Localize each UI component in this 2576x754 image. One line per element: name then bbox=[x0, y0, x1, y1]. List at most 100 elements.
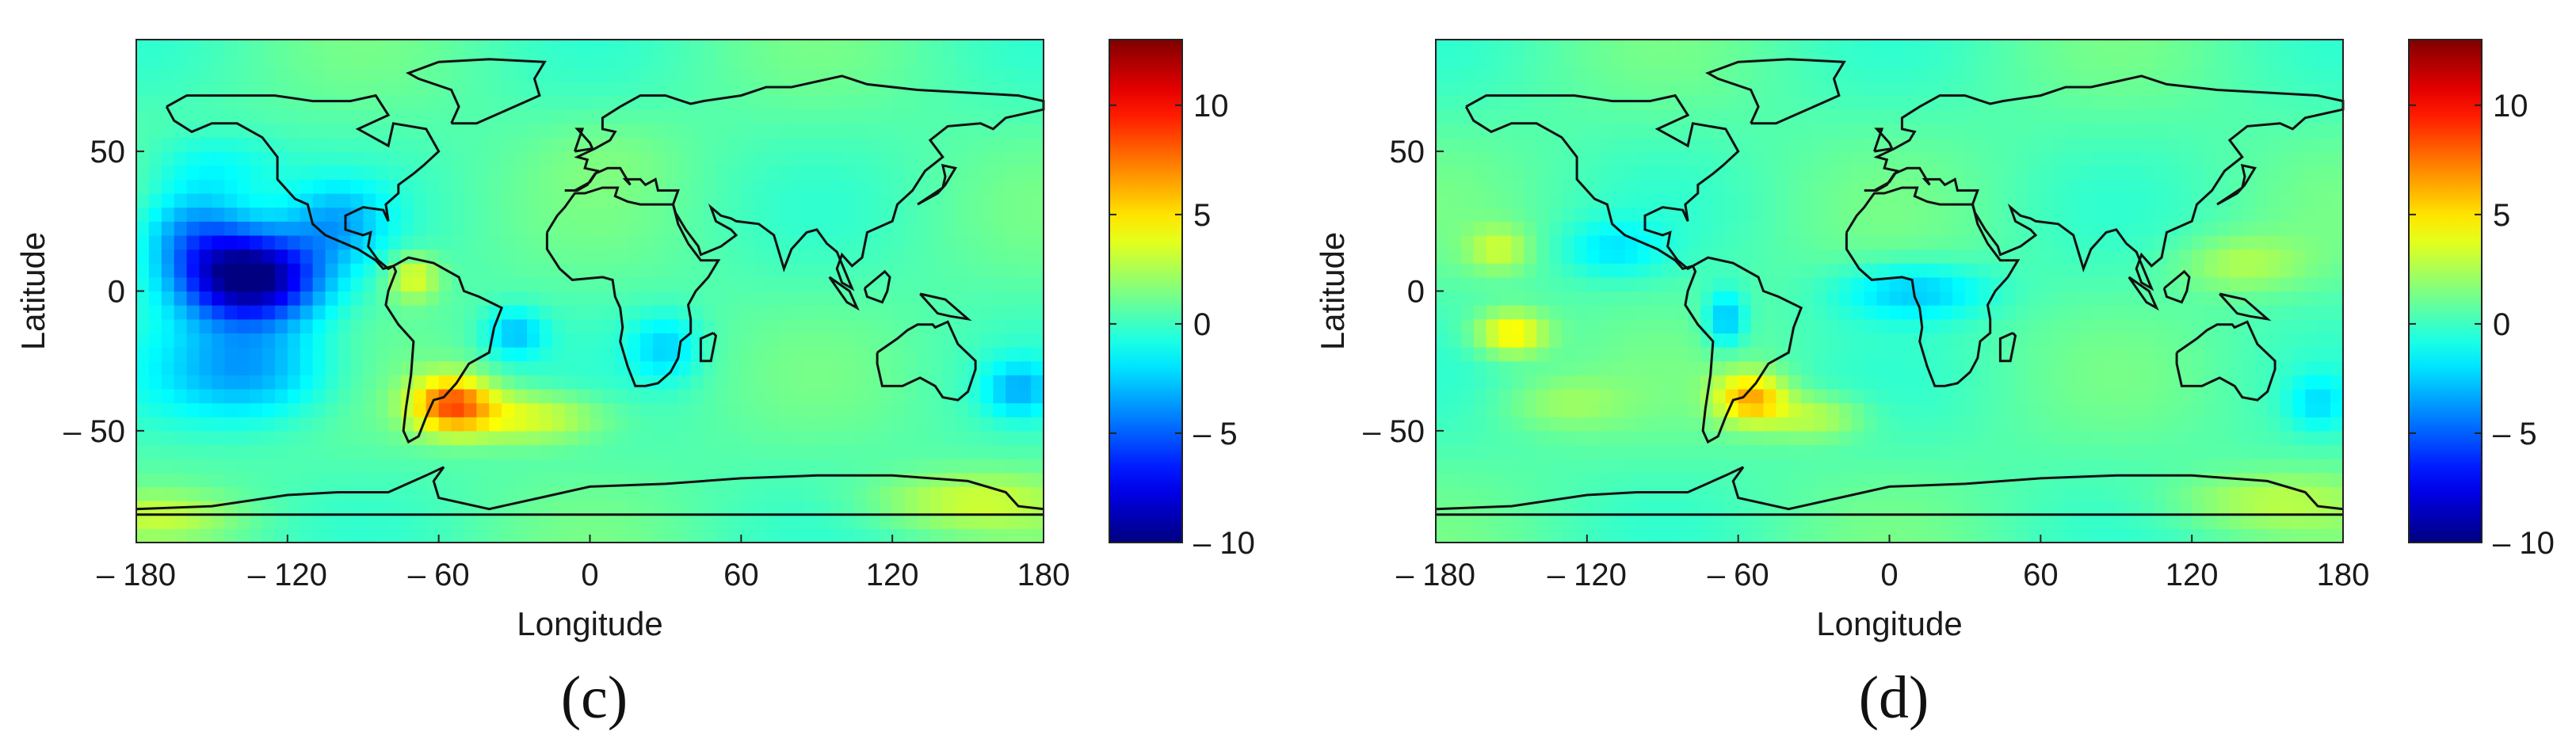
heatmap-cell bbox=[690, 165, 704, 180]
heatmap-cell bbox=[413, 81, 427, 97]
heatmap-cell bbox=[325, 53, 339, 68]
heatmap-cell bbox=[237, 151, 250, 166]
heatmap-cell bbox=[287, 347, 301, 362]
heatmap-cell bbox=[451, 40, 465, 55]
heatmap-cell bbox=[551, 151, 566, 166]
heatmap-cell bbox=[1712, 165, 1727, 180]
heatmap-cell bbox=[2216, 137, 2231, 152]
heatmap-cell bbox=[955, 151, 969, 166]
heatmap-cell bbox=[426, 249, 440, 264]
heatmap-cell bbox=[413, 528, 427, 543]
heatmap-cell bbox=[1006, 67, 1019, 82]
heatmap-cell bbox=[1838, 501, 1853, 516]
heatmap-cell bbox=[2090, 347, 2105, 362]
heatmap-cell bbox=[1612, 165, 1626, 180]
heatmap-cell bbox=[1864, 234, 1878, 250]
heatmap-cell bbox=[551, 221, 566, 236]
heatmap-cell bbox=[1460, 347, 1475, 362]
heatmap-cell bbox=[980, 221, 994, 236]
heatmap-cell bbox=[2015, 263, 2029, 278]
heatmap-cell bbox=[1486, 276, 1500, 292]
heatmap-cell bbox=[880, 360, 893, 375]
heatmap-cell bbox=[1927, 234, 1941, 250]
heatmap-cell bbox=[161, 95, 175, 110]
heatmap-cell bbox=[1990, 360, 2004, 375]
heatmap-cell bbox=[955, 360, 969, 375]
heatmap-cell bbox=[653, 109, 666, 124]
heatmap-cell bbox=[1448, 375, 1462, 390]
heatmap-cell bbox=[2192, 347, 2205, 362]
heatmap-cell bbox=[1599, 234, 1613, 250]
heatmap-cell bbox=[1776, 444, 1789, 459]
heatmap-cell bbox=[1864, 249, 1878, 264]
heatmap-cell bbox=[237, 109, 250, 124]
heatmap-cell bbox=[1486, 472, 1500, 488]
heatmap-cell bbox=[2002, 263, 2017, 278]
heatmap-cell bbox=[1549, 263, 1563, 278]
heatmap-cell bbox=[1964, 234, 1979, 250]
heatmap-cell bbox=[1436, 486, 1449, 501]
heatmap-cell bbox=[161, 234, 175, 250]
heatmap-cell bbox=[867, 67, 880, 82]
heatmap-cell bbox=[1876, 109, 1891, 124]
heatmap-cell bbox=[1031, 333, 1044, 348]
heatmap-cell bbox=[1473, 207, 1487, 222]
heatmap-cell bbox=[880, 305, 893, 320]
heatmap-cell bbox=[2028, 151, 2041, 166]
heatmap-cell bbox=[2204, 333, 2218, 348]
heatmap-cell bbox=[1952, 444, 1966, 459]
heatmap-cell bbox=[287, 249, 301, 264]
heatmap-cell bbox=[1586, 318, 1601, 334]
heatmap-cell bbox=[993, 417, 1006, 432]
heatmap-cell bbox=[161, 459, 175, 474]
heatmap-cell bbox=[892, 333, 906, 348]
heatmap-cell bbox=[325, 514, 339, 529]
heatmap-cell bbox=[2318, 528, 2331, 543]
heatmap-cell bbox=[1750, 234, 1765, 250]
heatmap-cell bbox=[2078, 151, 2092, 166]
heatmap-cell bbox=[363, 67, 376, 82]
heatmap-cell bbox=[2318, 430, 2331, 446]
heatmap-cell bbox=[1826, 430, 1840, 446]
heatmap-cell bbox=[1586, 276, 1601, 292]
heatmap-cell bbox=[854, 221, 868, 236]
heatmap-cell bbox=[1448, 318, 1462, 334]
heatmap-cell bbox=[400, 444, 414, 459]
heatmap-cell bbox=[2028, 444, 2041, 459]
heatmap-cell bbox=[312, 276, 326, 292]
heatmap-cell bbox=[2267, 333, 2281, 348]
heatmap-cell bbox=[1006, 375, 1019, 390]
heatmap-cell bbox=[1940, 95, 1953, 110]
heatmap-cell bbox=[1750, 444, 1765, 459]
heatmap-cell bbox=[1511, 388, 1525, 404]
heatmap-cell bbox=[1826, 417, 1840, 432]
heatmap-cell bbox=[2128, 123, 2143, 139]
heatmap-cell bbox=[2267, 123, 2281, 139]
heatmap-cell bbox=[1536, 109, 1550, 124]
heatmap-cell bbox=[476, 137, 490, 152]
heatmap-cell bbox=[325, 193, 339, 208]
heatmap-cell bbox=[1460, 207, 1475, 222]
heatmap-cell bbox=[980, 291, 994, 306]
heatmap-cell bbox=[262, 472, 276, 488]
heatmap-cell bbox=[2154, 444, 2167, 459]
heatmap-cell bbox=[741, 276, 754, 292]
heatmap-cell bbox=[854, 207, 868, 222]
heatmap-cell bbox=[1814, 137, 1827, 152]
heatmap-cell bbox=[1964, 333, 1979, 348]
heatmap-cell bbox=[892, 109, 906, 124]
heatmap-cell bbox=[690, 375, 704, 390]
heatmap-cell bbox=[1436, 263, 1449, 278]
heatmap-cell bbox=[942, 53, 956, 68]
heatmap-cell bbox=[728, 459, 742, 474]
heatmap-cell bbox=[2154, 123, 2167, 139]
heatmap-cell bbox=[1889, 333, 1902, 348]
heatmap-cell bbox=[212, 249, 225, 264]
heatmap-cell bbox=[640, 318, 654, 334]
heatmap-cell bbox=[1838, 123, 1853, 139]
heatmap-cell bbox=[1864, 207, 1878, 222]
heatmap-cell bbox=[1562, 444, 1575, 459]
heatmap-cell bbox=[2154, 318, 2167, 334]
heatmap-cell bbox=[577, 333, 591, 348]
heatmap-cell bbox=[653, 417, 666, 432]
